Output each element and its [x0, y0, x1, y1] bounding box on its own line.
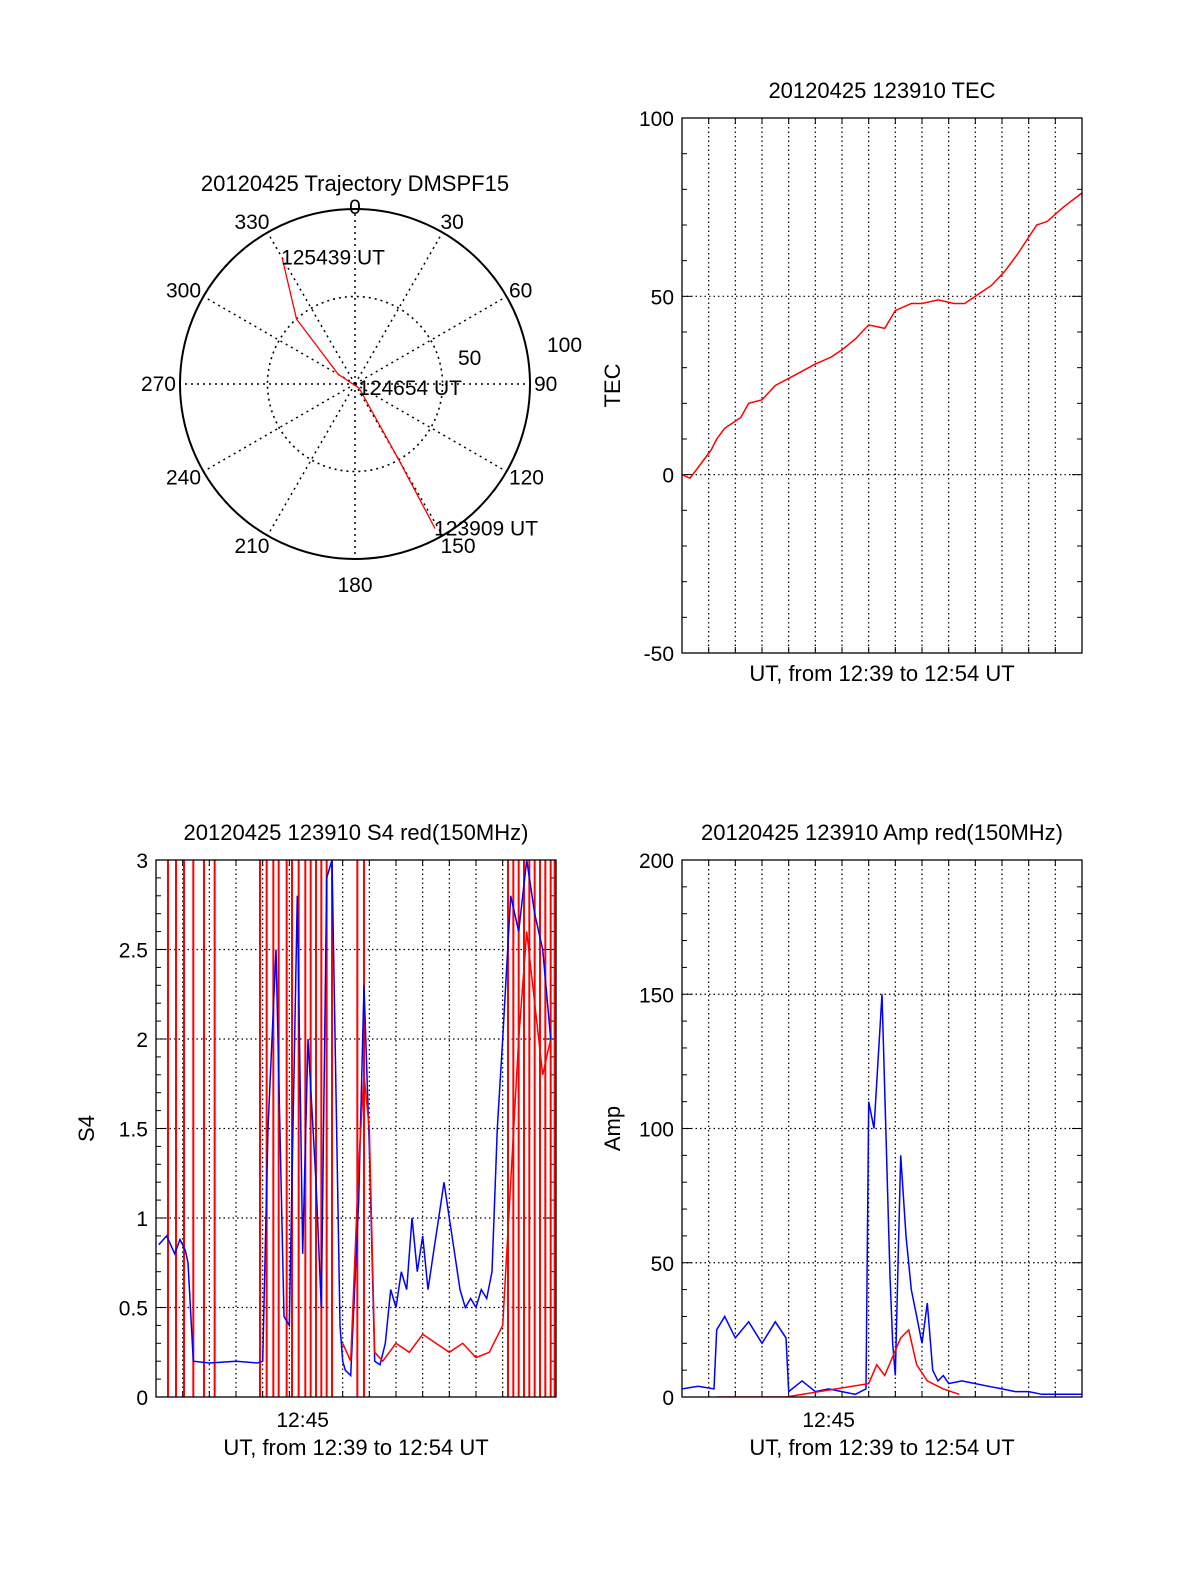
s4-ytick-label: 1.5	[119, 1119, 148, 1142]
s4-series-0	[158, 860, 552, 1378]
tec-chart: 20120425 123910 TEC -50 0 50 100 UT, from 12:…	[600, 78, 1083, 686]
trajectory-time-label: 125439 UT	[281, 247, 385, 270]
trajectory-time-label: 124654 UT	[358, 377, 462, 400]
amp-xlabel: UT, from 12:39 to 12:54 UT	[749, 1435, 1014, 1460]
polar-angle-label: 210	[234, 535, 269, 558]
polar-angle-label: 60	[509, 280, 532, 303]
polar-mid-circle	[266, 295, 444, 473]
tec-frame	[681, 117, 1083, 654]
polar-spoke-240	[203, 383, 356, 473]
s4-ytick-label: 1	[136, 1208, 148, 1231]
s4-series-1	[342, 931, 552, 1363]
amp-frame	[681, 859, 1083, 1398]
polar-angle-label: 150	[441, 535, 476, 558]
polar-angle-label: 120	[509, 467, 544, 490]
trajectory-time-label: 123909 UT	[434, 518, 538, 541]
polar-spoke-30	[354, 232, 444, 385]
tec-plot-area	[682, 192, 1082, 480]
trajectory-track	[281, 257, 436, 529]
amp-ytick-label: 200	[639, 850, 674, 873]
polar-angle-label: 90	[534, 373, 557, 396]
amp-xtick-label: 12:45	[802, 1409, 855, 1432]
polar-spoke-120	[354, 383, 507, 473]
tec-ytick-label: 50	[651, 286, 674, 309]
amp-ylabel: Amp	[600, 1106, 625, 1151]
amp-series-0	[682, 994, 1082, 1396]
s4-chart: 20120425 123910 S4 red(150MHz) 0 0.5 1 1.5 2 2…	[74, 820, 557, 1460]
amp-ytick-label: 0	[662, 1387, 674, 1410]
amp-chart: 20120425 123910 Amp red(150MHz) 0 50 100 150…	[600, 820, 1083, 1460]
s4-ytick-label: 0.5	[119, 1298, 148, 1321]
s4-ylabel: S4	[74, 1115, 99, 1142]
amp-ytick-label: 50	[651, 1253, 674, 1276]
tec-ytick-label: -50	[644, 643, 674, 666]
tec-xlabel: UT, from 12:39 to 12:54 UT	[749, 661, 1014, 686]
polar-radial-label: 50	[458, 347, 481, 370]
polar-angle-label: 180	[337, 574, 372, 597]
amp-ytick-label: 100	[639, 1119, 674, 1142]
polar-angle-label: 300	[166, 280, 201, 303]
s4-title: 20120425 123910 S4 red(150MHz)	[184, 820, 529, 845]
polar-spoke-150	[354, 383, 444, 536]
tec-ytick-label: 100	[639, 108, 674, 131]
s4-xlabel: UT, from 12:39 to 12:54 UT	[223, 1435, 488, 1460]
s4-plot-area	[158, 860, 556, 1397]
s4-ytick-label: 0	[136, 1387, 148, 1410]
polar-radial-label: 100	[547, 334, 582, 357]
s4-frame	[155, 859, 557, 1398]
amp-ytick-label: 150	[639, 984, 674, 1007]
polar-angle-label: 240	[166, 467, 201, 490]
s4-ytick-label: 2	[136, 1029, 148, 1052]
polar-title: 20120425 Trajectory DMSPF15	[201, 171, 509, 196]
polar-spoke-300	[203, 295, 356, 385]
polar-angle-label: 330	[234, 211, 269, 234]
amp-title: 20120425 123910 Amp red(150MHz)	[701, 820, 1063, 845]
s4-xtick-label: 12:45	[276, 1409, 329, 1432]
tec-series-0	[682, 192, 1082, 480]
amp-plot-area	[682, 994, 1082, 1397]
amp-series-1	[716, 1328, 960, 1397]
tec-ylabel: TEC	[600, 363, 625, 407]
polar-angle-label: 30	[441, 211, 464, 234]
polar-angle-label: 0	[349, 196, 361, 219]
polar-spoke-60	[354, 295, 507, 385]
polar-spoke-210	[266, 383, 356, 536]
tec-title: 20120425 123910 TEC	[768, 78, 995, 103]
s4-ytick-label: 2.5	[119, 940, 148, 963]
polar-angle-label: 270	[141, 373, 176, 396]
tec-ytick-label: 0	[662, 465, 674, 488]
s4-ytick-label: 3	[136, 850, 148, 873]
